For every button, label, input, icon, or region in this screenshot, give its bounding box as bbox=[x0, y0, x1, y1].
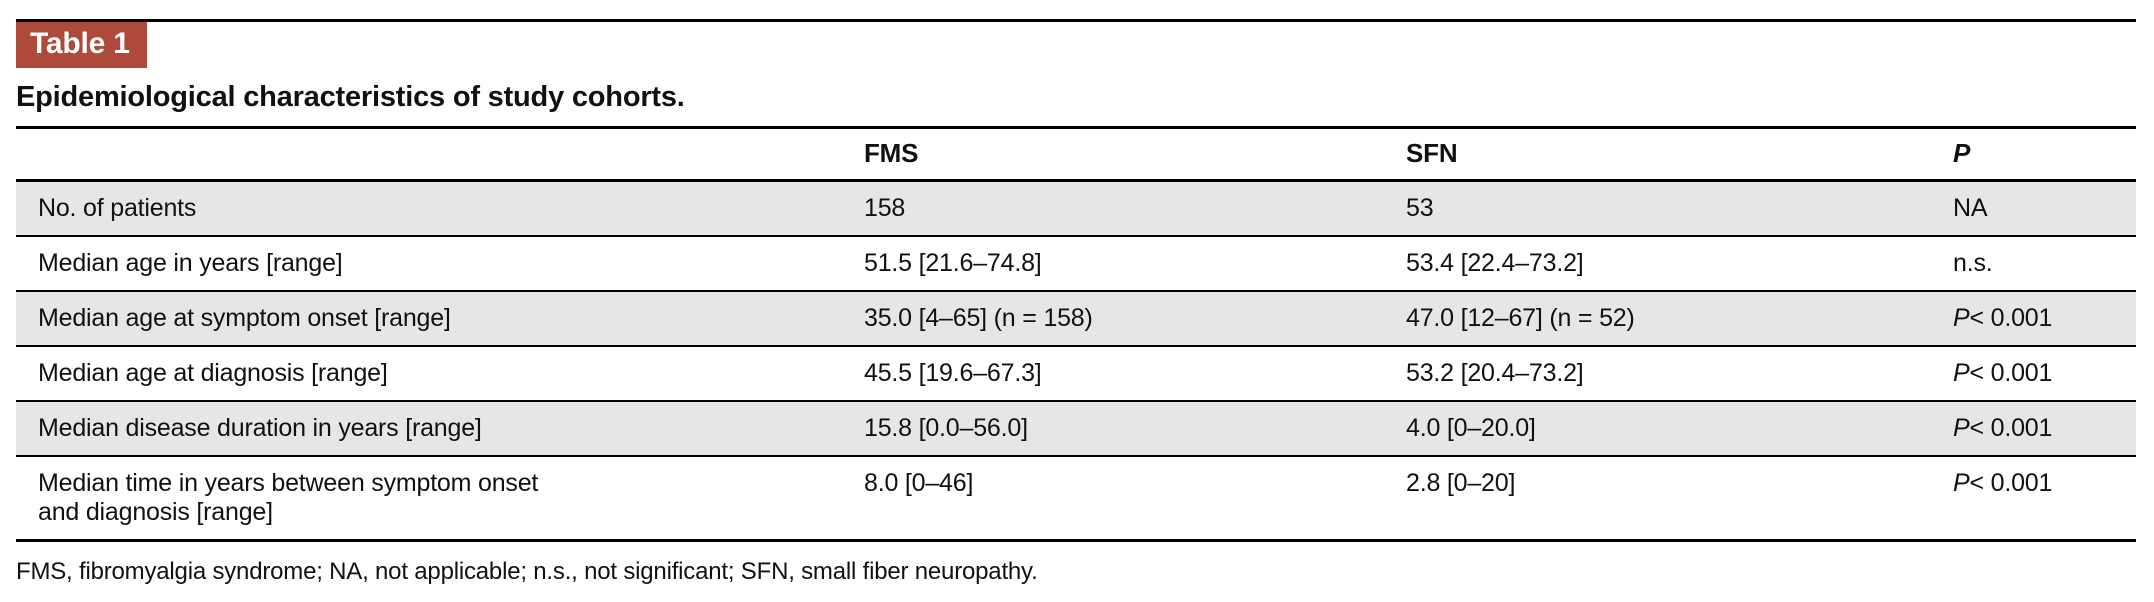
table-header-row: FMS SFN P bbox=[16, 127, 2136, 182]
row-label: Median time in years between symptom ons… bbox=[38, 469, 539, 526]
cell-sfn: 47.0 [12–67] (n = 52) bbox=[1406, 304, 1635, 332]
table-footnote: FMS, fibromyalgia syndrome; NA, not appl… bbox=[16, 558, 1038, 585]
table-row: Median age at diagnosis [range] 45.5 [19… bbox=[16, 346, 2136, 401]
cell-p: P< 0.001 bbox=[1953, 469, 2053, 497]
table-figure: Table 1 Epidemiological characteristics … bbox=[16, 19, 2136, 585]
column-header-p: P bbox=[1953, 127, 2136, 182]
cell-p: NA bbox=[1953, 194, 1988, 222]
column-header-label bbox=[16, 127, 864, 182]
cell-sfn: 53.2 [20.4–73.2] bbox=[1406, 359, 1584, 387]
cell-sfn: 53.4 [22.4–73.2] bbox=[1406, 249, 1584, 277]
table-title: Epidemiological characteristics of study… bbox=[16, 81, 685, 113]
table-row: Median disease duration in years [range]… bbox=[16, 401, 2136, 456]
cell-fms: 51.5 [21.6–74.8] bbox=[864, 249, 1042, 277]
cell-fms: 15.8 [0.0–56.0] bbox=[864, 414, 1028, 442]
top-rule bbox=[16, 19, 2136, 22]
cell-p: P< 0.001 bbox=[1953, 304, 2053, 332]
cell-p: P< 0.001 bbox=[1953, 359, 2053, 387]
cell-fms: 8.0 [0–46] bbox=[864, 469, 974, 497]
table-row: Median time in years between symptom ons… bbox=[16, 456, 2136, 541]
cell-sfn: 2.8 [0–20] bbox=[1406, 469, 1516, 497]
column-header-sfn: SFN bbox=[1406, 127, 1953, 182]
row-label: Median age at diagnosis [range] bbox=[38, 359, 388, 387]
cell-fms: 158 bbox=[864, 194, 906, 222]
table-number-badge: Table 1 bbox=[16, 22, 147, 68]
row-label: No. of patients bbox=[38, 194, 197, 222]
table-row: No. of patients 158 53 NA bbox=[16, 180, 2136, 236]
row-label: Median age at symptom onset [range] bbox=[38, 304, 451, 332]
epidemiology-table: FMS SFN P No. of patients 158 53 NA Medi… bbox=[16, 126, 2136, 542]
cell-fms: 45.5 [19.6–67.3] bbox=[864, 359, 1042, 387]
cell-sfn: 4.0 [0–20.0] bbox=[1406, 414, 1536, 442]
table-row: Median age at symptom onset [range] 35.0… bbox=[16, 291, 2136, 346]
cell-p: P< 0.001 bbox=[1953, 414, 2053, 442]
table-row: Median age in years [range] 51.5 [21.6–7… bbox=[16, 236, 2136, 291]
cell-p: n.s. bbox=[1953, 249, 1993, 277]
row-label: Median age in years [range] bbox=[38, 249, 343, 277]
cell-fms: 35.0 [4–65] (n = 158) bbox=[864, 304, 1093, 332]
row-label: Median disease duration in years [range] bbox=[38, 414, 482, 442]
cell-sfn: 53 bbox=[1406, 194, 1434, 222]
column-header-fms: FMS bbox=[864, 127, 1406, 182]
